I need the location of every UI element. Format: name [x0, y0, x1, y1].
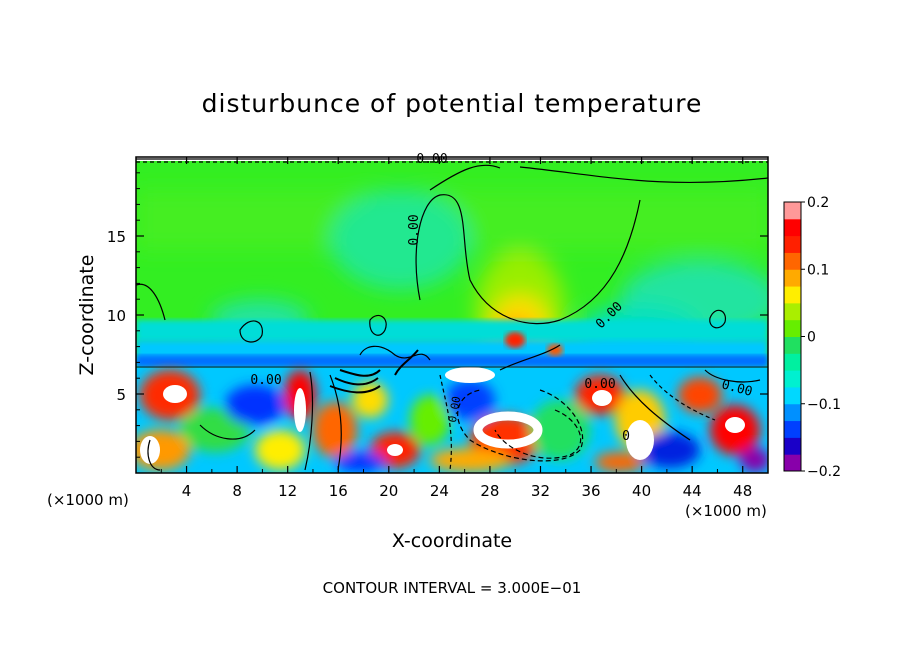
- colorbar-swatch: [784, 302, 801, 321]
- x-tick-label: 16: [329, 482, 348, 500]
- contour-lines: [136, 158, 768, 471]
- x-tick-label: 24: [430, 482, 449, 500]
- colorbar-swatch: [784, 235, 801, 253]
- contour-label: 0.00: [250, 373, 281, 388]
- colorbar-swatch: [784, 252, 801, 270]
- x-axis-label: X-coordinate: [392, 530, 512, 552]
- x-tick-label: 8: [232, 482, 242, 500]
- x-tick-label: 40: [632, 482, 651, 500]
- y-axis: 5 10 15: [107, 172, 768, 458]
- contour-label: 0: [622, 429, 630, 444]
- x-tick-label: 44: [683, 482, 702, 500]
- colorbar-tick-label: 0.2: [807, 195, 829, 211]
- colorbar-swatch: [784, 286, 801, 304]
- colorbar-swatch: [784, 353, 801, 371]
- chart-title: disturbunce of potential temperature: [202, 89, 703, 118]
- colorbar-swatch: [784, 269, 801, 287]
- colorbar-swatch: [784, 420, 801, 438]
- colorbar-swatch: [784, 218, 801, 237]
- colorbar-tick-label: −0.1: [807, 397, 841, 413]
- y-axis-label: Z-coordinate: [76, 255, 98, 376]
- contour-label: 0.00: [584, 377, 615, 392]
- x-tick-label: 36: [581, 482, 600, 500]
- x-tick-label: 12: [278, 482, 297, 500]
- x-tick-label: 28: [480, 482, 499, 500]
- colorbar-swatch: [784, 437, 801, 455]
- colorbar-swatch: [784, 370, 801, 388]
- x-tick-label: 32: [531, 482, 550, 500]
- colorbar-swatch: [784, 319, 801, 337]
- y-tick-label: 15: [107, 228, 126, 246]
- contour-label: 0.00: [416, 152, 447, 167]
- x-unit-right: (×1000 m): [685, 502, 767, 520]
- colorbar-tick-label: 0.1: [807, 262, 829, 278]
- colorbar: 0.2 0.1 0 −0.1 −0.2: [783, 195, 841, 480]
- x-axis: 4 8 12 16 20 24 28 32 36 40 44 48: [160, 157, 752, 500]
- colorbar-swatch: [784, 403, 801, 422]
- colorbar-swatch: [784, 202, 801, 220]
- x-tick-label: 20: [379, 482, 398, 500]
- contour-label: 0.00: [407, 214, 422, 245]
- colorbar-tick-label: 0: [807, 330, 816, 346]
- contour-label: 0.00: [446, 395, 463, 423]
- footer-contour-interval: CONTOUR INTERVAL = 3.000E−01: [323, 579, 582, 597]
- colorbar-swatch: [784, 386, 801, 405]
- colorbar-swatch: [784, 336, 801, 354]
- x-tick-label: 4: [182, 482, 192, 500]
- colorbar-tick-label: −0.2: [807, 464, 841, 480]
- heatmap-field: [136, 157, 768, 473]
- x-tick-label: 48: [733, 482, 752, 500]
- colorbar-swatch: [784, 454, 801, 472]
- y-tick-label: 5: [116, 386, 126, 404]
- x-unit-left: (×1000 m): [47, 491, 129, 509]
- y-tick-label: 10: [107, 307, 126, 325]
